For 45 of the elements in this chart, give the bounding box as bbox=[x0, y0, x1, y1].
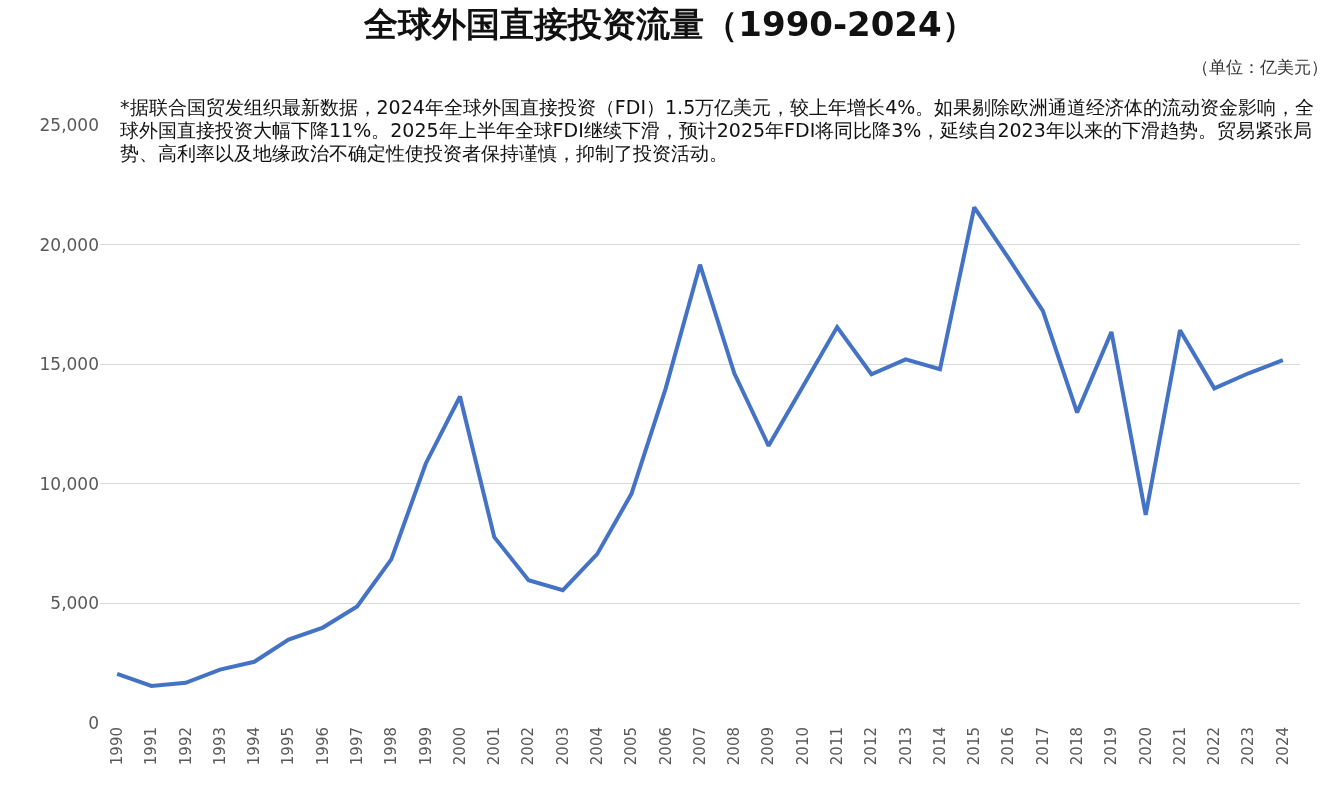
x-tick-label: 2023 bbox=[1239, 727, 1258, 766]
x-tick-label: 2000 bbox=[450, 727, 469, 766]
chart-title: 全球外国直接投资流量（1990-2024） bbox=[363, 3, 976, 44]
x-tick-label: 1992 bbox=[176, 727, 195, 766]
x-tick-label: 2020 bbox=[1136, 727, 1155, 766]
x-tick-label: 2015 bbox=[965, 727, 984, 766]
x-tick-label: 2018 bbox=[1068, 727, 1087, 766]
y-tick-label: 25,000 bbox=[39, 114, 99, 135]
x-tick-label: 2002 bbox=[519, 727, 538, 766]
x-tick-label: 1993 bbox=[210, 727, 229, 766]
x-tick-label: 2014 bbox=[930, 727, 949, 766]
x-tick-label: 2013 bbox=[896, 727, 915, 766]
x-tick-label: 2001 bbox=[485, 727, 504, 766]
text: （单位：亿美元） bbox=[1192, 56, 1328, 79]
x-tick-label: 2010 bbox=[793, 727, 812, 766]
x-tick-label: 2006 bbox=[656, 727, 675, 766]
x-tick-label: 1995 bbox=[279, 727, 298, 766]
y-tick-label: 0 bbox=[88, 712, 99, 733]
line-series bbox=[115, 205, 1285, 688]
y-tick-label: 15,000 bbox=[39, 354, 99, 375]
x-tick-label: 1999 bbox=[416, 727, 435, 766]
x-tick-label: 2017 bbox=[1033, 727, 1052, 766]
x-tick-label: 1997 bbox=[348, 727, 367, 766]
y-tick-label: 20,000 bbox=[39, 234, 99, 255]
x-tick-label: 2012 bbox=[862, 727, 881, 766]
x-tick-label: 1996 bbox=[313, 727, 332, 766]
x-tick-label: 2007 bbox=[690, 727, 709, 766]
annotation: *据联合国贸发组织最新数据，2024年全球外国直接投资（FDI）1.5万亿美元，较上年增长4%。如果剔除欧洲通道经济体的流动资金影响，全球外国直接投资大幅下降11%。2025年上半年全球FDI继续下滑，预计2025年FDI将同比降3%，延续自2023年以来的下滑趋势。贸易紧张局势、高利率以及地缘政治不确定性使投资者保持谨慎，抑制了投资活动。 bbox=[120, 96, 1316, 165]
x-tick-label: 2004 bbox=[588, 727, 607, 766]
x-tick-label: 2011 bbox=[828, 727, 847, 766]
x-tick-label: 2024 bbox=[1273, 727, 1292, 766]
x-tick-label: 1990 bbox=[108, 727, 127, 766]
y-tick-label: 5,000 bbox=[50, 593, 99, 614]
x-tick-label: 2019 bbox=[1102, 727, 1121, 766]
y-tick-label: 10,000 bbox=[39, 473, 99, 494]
x-tick-label: 2016 bbox=[999, 727, 1018, 766]
x-tick-label: 2009 bbox=[759, 727, 778, 766]
x-tick-label: 1994 bbox=[245, 727, 264, 766]
x-tick-label: 2022 bbox=[1205, 727, 1224, 766]
x-tick-label: 1998 bbox=[382, 727, 401, 766]
x-tick-label: 2005 bbox=[622, 727, 641, 766]
x-tick-label: 2021 bbox=[1170, 727, 1189, 766]
x-tick-label: 2003 bbox=[553, 727, 572, 766]
x-tick-label: 1991 bbox=[142, 727, 161, 766]
x-tick-label: 2008 bbox=[725, 727, 744, 766]
